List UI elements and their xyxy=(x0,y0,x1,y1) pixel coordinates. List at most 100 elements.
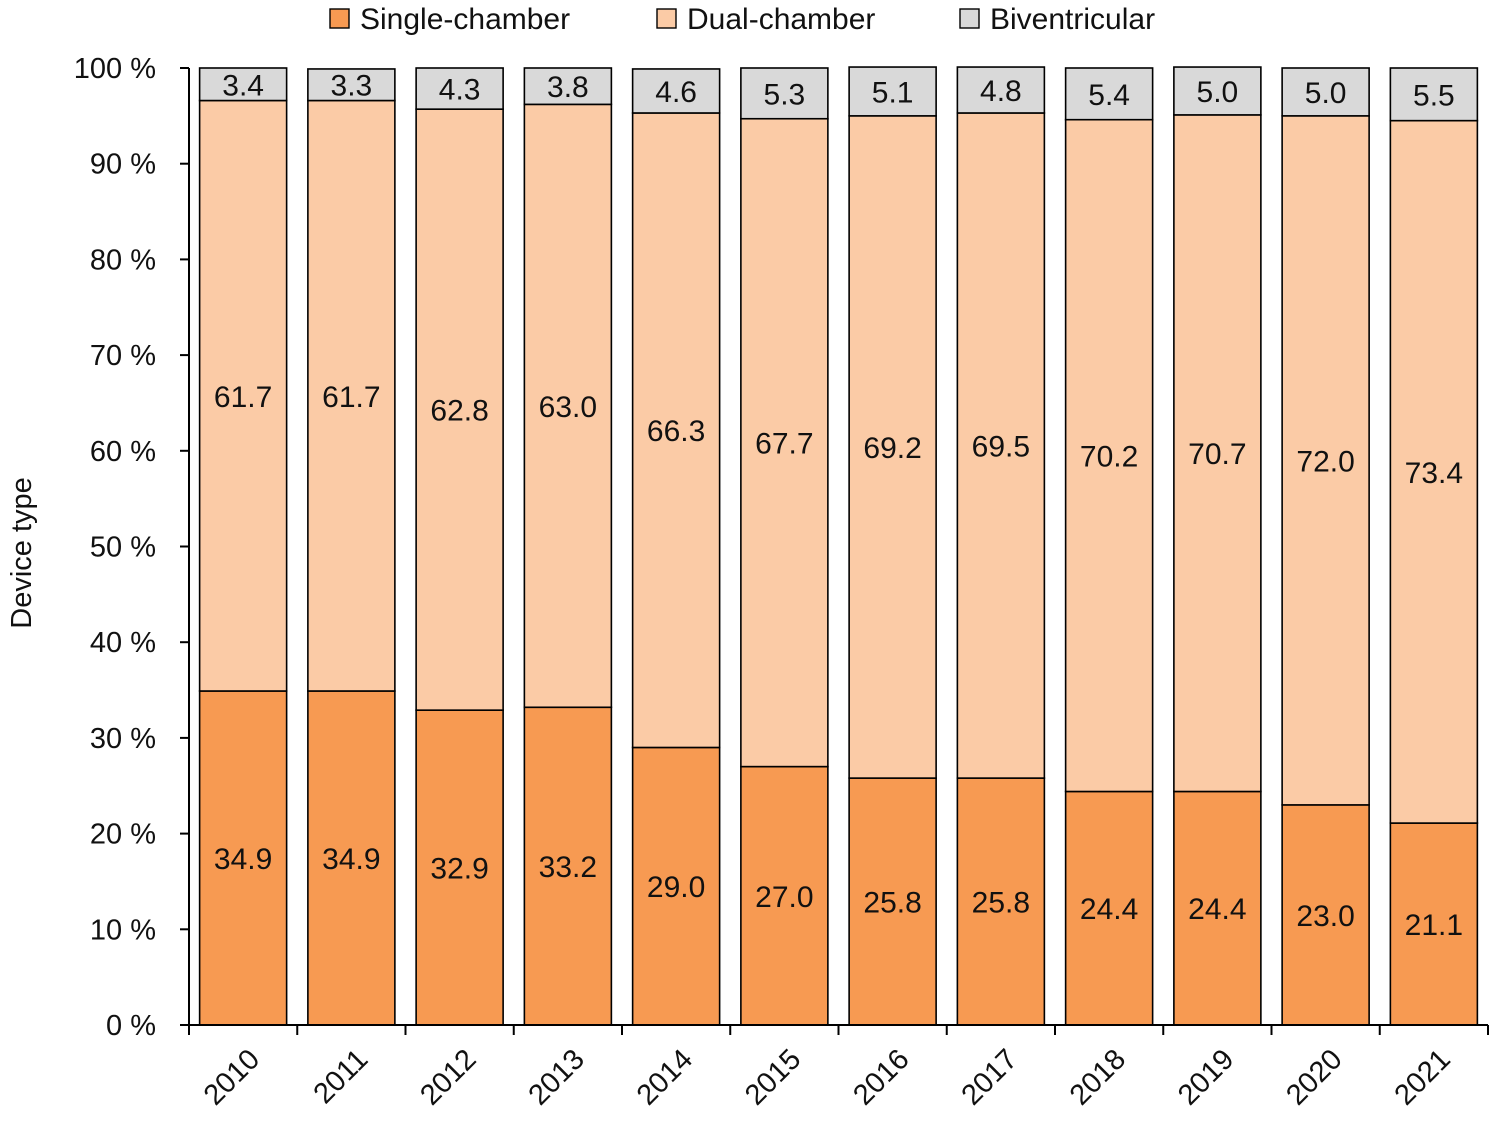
data-label: 61.7 xyxy=(322,381,380,414)
y-tick-label: 40 % xyxy=(90,627,156,659)
x-tick-label: 2015 xyxy=(739,1043,807,1111)
bar-segment-dual-chamber xyxy=(198,99,288,692)
y-axis-title: Device type xyxy=(6,477,38,629)
x-tick-label: 2021 xyxy=(1389,1043,1457,1111)
y-tick-label: 50 % xyxy=(90,532,156,564)
x-tick-label: 2010 xyxy=(198,1043,266,1111)
data-label: 70.7 xyxy=(1188,438,1246,471)
legend-label: Biventricular xyxy=(990,3,1155,36)
bar-segment-biventricular xyxy=(198,67,288,102)
x-tick-label: 2013 xyxy=(523,1043,591,1111)
bar-segment-biventricular xyxy=(1281,67,1370,117)
data-label: 69.5 xyxy=(972,431,1030,464)
data-label: 3.4 xyxy=(222,69,264,102)
data-label: 69.2 xyxy=(863,432,921,465)
bar-segment-single-chamber xyxy=(848,777,937,1026)
x-axis: 2010 2011 2012 2013 2014 2015 2016 2017 2018 2019… xyxy=(188,1024,1489,1112)
legend-swatch-dual-chamber xyxy=(656,8,677,29)
data-label: 3.8 xyxy=(547,71,589,104)
data-label: 5.5 xyxy=(1413,79,1455,112)
data-label: 73.4 xyxy=(1405,457,1463,490)
y-tick-label: 90 % xyxy=(90,149,156,181)
x-tick-label: 2014 xyxy=(631,1043,699,1111)
data-label: 34.9 xyxy=(214,843,272,876)
y-tick-label: 80 % xyxy=(90,244,156,276)
legend-swatch-biventricular xyxy=(959,8,980,29)
bar-segment-dual-chamber xyxy=(1064,118,1154,793)
data-label: 5.3 xyxy=(764,78,806,111)
bar-segment-single-chamber xyxy=(415,709,504,1026)
data-label: 62.8 xyxy=(430,395,488,428)
data-label: 70.2 xyxy=(1080,441,1138,474)
bar-segment-single-chamber xyxy=(740,765,829,1026)
bar-segment-single-chamber xyxy=(523,706,613,1026)
x-tick-label: 2017 xyxy=(956,1043,1024,1111)
bar-segment-single-chamber xyxy=(1389,822,1479,1026)
data-label: 25.8 xyxy=(972,887,1030,920)
data-label: 5.1 xyxy=(872,76,914,109)
bar-segment-dual-chamber xyxy=(1173,114,1262,793)
legend-swatch-single-chamber xyxy=(329,8,350,29)
bar-segment-biventricular xyxy=(415,67,504,110)
x-tick-label: 2011 xyxy=(308,1043,375,1110)
bar-segment-single-chamber xyxy=(1064,790,1154,1026)
x-tick-label: 2019 xyxy=(1172,1043,1240,1111)
data-label: 21.1 xyxy=(1405,909,1463,942)
legend-label: Single-chamber xyxy=(360,3,570,36)
data-label: 29.0 xyxy=(647,871,705,904)
bar-segment-biventricular xyxy=(1173,66,1262,116)
bar-segment-dual-chamber xyxy=(523,103,613,709)
x-tick-label: 2018 xyxy=(1064,1043,1132,1111)
y-tick-label: 30 % xyxy=(90,723,156,755)
data-label: 24.4 xyxy=(1080,893,1138,926)
legend-label: Dual-chamber xyxy=(687,3,875,36)
y-tick-label: 20 % xyxy=(90,819,156,851)
y-axis: 0 % 10 % 20 % 30 % 40 % 50 % 60 % 70 % 80 % 90 % 1… xyxy=(74,53,190,1042)
legend: Single-chamber Dual-chamber Biventricular xyxy=(329,3,1155,36)
bar-segment-biventricular xyxy=(1064,67,1154,121)
bar-segment-biventricular xyxy=(740,67,829,120)
bar-segment-biventricular xyxy=(631,68,721,114)
data-label: 24.4 xyxy=(1188,893,1246,926)
data-label: 4.6 xyxy=(655,76,697,109)
data-label: 72.0 xyxy=(1296,445,1354,478)
data-label: 5.0 xyxy=(1197,76,1239,109)
y-tick-label: 100 % xyxy=(74,53,156,85)
bar-segment-dual-chamber xyxy=(1281,115,1370,806)
bar-segment-dual-chamber xyxy=(307,99,396,692)
bar-segment-biventricular xyxy=(848,66,937,117)
data-label: 61.7 xyxy=(214,381,272,414)
y-tick-label: 60 % xyxy=(90,436,156,468)
bar-segment-biventricular xyxy=(956,66,1046,114)
bars xyxy=(198,66,1479,1026)
data-label: 63.0 xyxy=(539,391,597,424)
bar-segment-single-chamber xyxy=(956,777,1046,1026)
data-label: 25.8 xyxy=(863,887,921,920)
bar-segment-biventricular xyxy=(1389,67,1479,122)
bar-segment-single-chamber xyxy=(1173,790,1262,1026)
bar-segment-dual-chamber xyxy=(415,108,504,711)
data-label: 32.9 xyxy=(430,853,488,886)
data-label: 66.3 xyxy=(647,415,705,448)
x-tick-label: 2020 xyxy=(1280,1043,1348,1111)
bar-segment-dual-chamber xyxy=(956,112,1046,779)
bar-segment-dual-chamber xyxy=(848,115,937,779)
data-label: 5.4 xyxy=(1088,79,1130,112)
data-label: 67.7 xyxy=(755,428,813,461)
data-label: 4.3 xyxy=(439,74,481,107)
x-tick-label: 2016 xyxy=(847,1043,915,1111)
data-label: 33.2 xyxy=(539,851,597,884)
data-label: 23.0 xyxy=(1296,900,1354,933)
y-tick-label: 10 % xyxy=(90,914,156,946)
y-tick-label: 0 % xyxy=(106,1010,156,1042)
bar-segment-single-chamber xyxy=(198,690,288,1026)
data-labels: 34.9 61.7 3.4 34.9 61.7 3.3 32.9 62.8 4.3 33.2 63.… xyxy=(214,69,1463,942)
bar-segment-biventricular xyxy=(307,68,396,102)
x-tick-label: 2012 xyxy=(414,1043,482,1111)
data-label: 34.9 xyxy=(322,843,380,876)
bar-segment-dual-chamber xyxy=(631,112,721,749)
data-label: 4.8 xyxy=(980,75,1022,108)
data-label: 27.0 xyxy=(755,881,813,914)
bar-segment-dual-chamber xyxy=(740,117,829,768)
